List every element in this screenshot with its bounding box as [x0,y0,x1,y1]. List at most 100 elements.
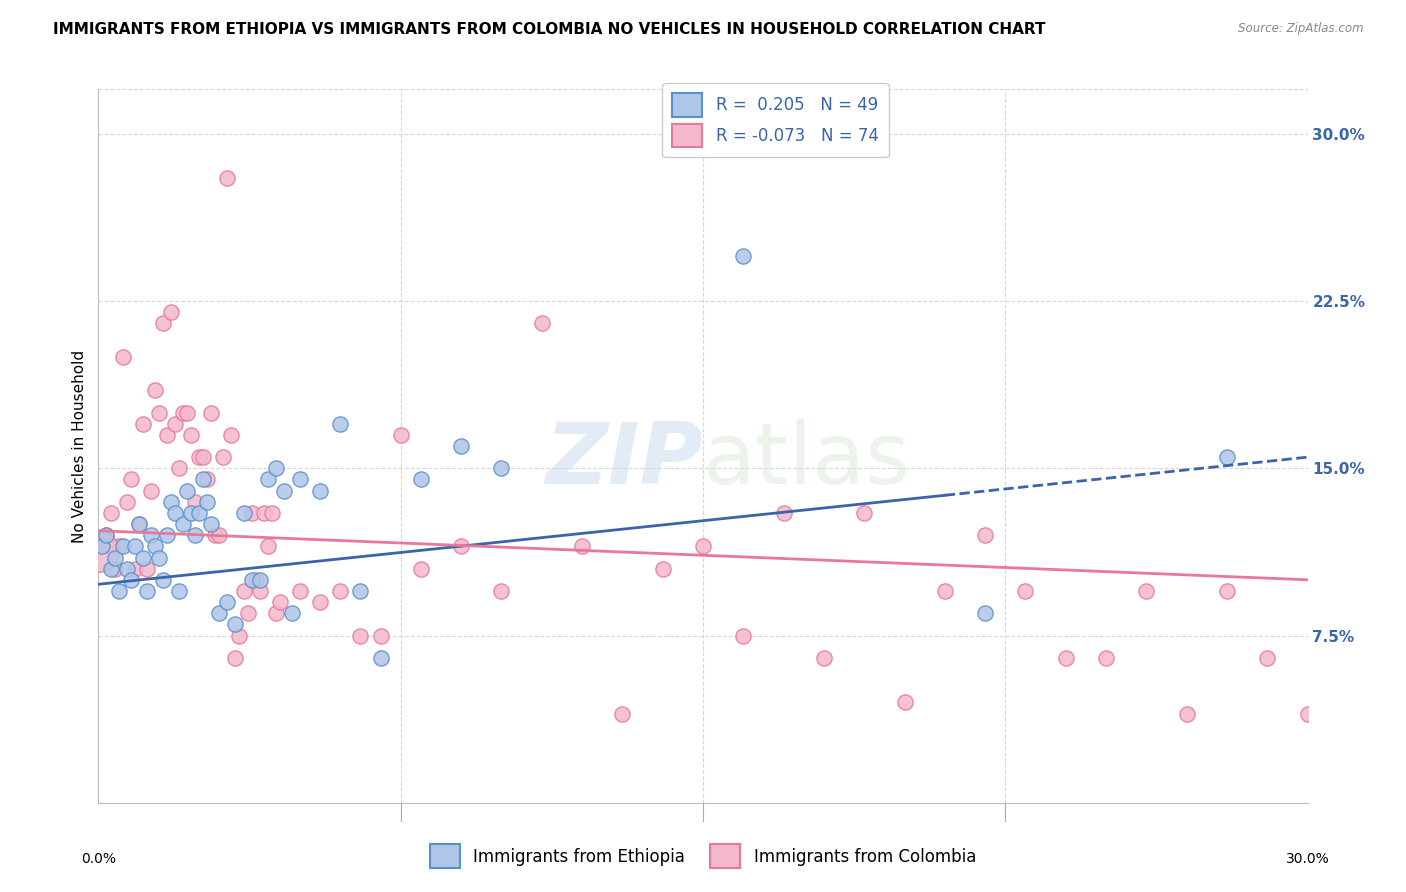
Point [111,539,134,553]
Point [212,450,235,464]
Point [772,506,794,520]
Text: ZIP: ZIP [546,418,703,502]
Point [269,595,291,609]
Point [193,473,215,487]
Point [249,573,271,587]
Point [132,417,155,431]
Point [450,439,472,453]
Point [135,562,157,576]
Point [1014,583,1036,598]
Point [389,427,412,442]
Point [974,528,997,542]
Point [409,562,432,576]
Point [240,506,263,520]
Point [128,516,150,531]
Point [139,483,162,498]
Point [281,607,304,621]
Point [160,494,183,508]
Point [934,583,956,598]
Point [260,506,283,520]
Text: Source: ZipAtlas.com: Source: ZipAtlas.com [1239,22,1364,36]
Point [1095,651,1118,665]
Point [184,528,207,542]
Point [135,583,157,598]
Point [148,405,170,419]
Point [128,516,150,531]
Point [893,696,915,710]
Point [96,528,118,542]
Point [107,583,129,598]
Point [180,506,202,520]
Point [96,528,118,542]
Point [87,543,110,558]
Point [733,249,755,264]
Point [651,562,673,576]
Point [288,473,311,487]
Point [224,651,246,665]
Point [217,171,239,186]
Point [200,405,222,419]
Point [124,562,146,576]
Point [733,628,755,642]
Text: 30.0%: 30.0% [1285,852,1330,866]
Point [288,583,311,598]
Point [148,550,170,565]
Point [172,405,194,419]
Point [1054,651,1077,665]
Point [107,539,129,553]
Point [152,573,174,587]
Point [111,350,134,364]
Point [349,628,371,642]
Point [139,528,162,542]
Point [188,450,211,464]
Point [91,539,114,553]
Point [530,316,553,330]
Point [217,595,239,609]
Point [309,483,332,498]
Text: IMMIGRANTS FROM ETHIOPIA VS IMMIGRANTS FROM COLOMBIA NO VEHICLES IN HOUSEHOLD CO: IMMIGRANTS FROM ETHIOPIA VS IMMIGRANTS F… [53,22,1046,37]
Point [103,562,125,576]
Point [91,539,114,553]
Point [124,539,146,553]
Point [100,562,122,576]
Point [195,494,218,508]
Point [692,539,714,553]
Point [571,539,593,553]
Point [256,473,278,487]
Legend: Immigrants from Ethiopia, Immigrants from Colombia: Immigrants from Ethiopia, Immigrants fro… [423,838,983,875]
Point [172,516,194,531]
Text: 0.0%: 0.0% [82,852,115,866]
Point [160,305,183,319]
Point [491,583,513,598]
Point [329,417,352,431]
Legend: R =  0.205   N = 49, R = -0.073   N = 74: R = 0.205 N = 49, R = -0.073 N = 74 [662,83,889,157]
Text: atlas: atlas [703,418,911,502]
Point [370,628,392,642]
Point [1175,706,1198,721]
Point [167,583,190,598]
Point [180,427,202,442]
Point [491,461,513,475]
Point [103,550,125,565]
Point [120,573,142,587]
Point [264,461,287,475]
Point [1296,706,1319,721]
Point [176,483,198,498]
Point [240,573,263,587]
Point [249,583,271,598]
Point [163,417,186,431]
Point [349,583,371,598]
Point [329,583,352,598]
Point [370,651,392,665]
Point [1135,583,1157,598]
Point [184,494,207,508]
Point [143,539,166,553]
Point [228,628,250,642]
Point [143,384,166,398]
Point [115,494,138,508]
Point [167,461,190,475]
Point [245,573,267,587]
Point [193,450,215,464]
Point [200,516,222,531]
Point [208,528,231,542]
